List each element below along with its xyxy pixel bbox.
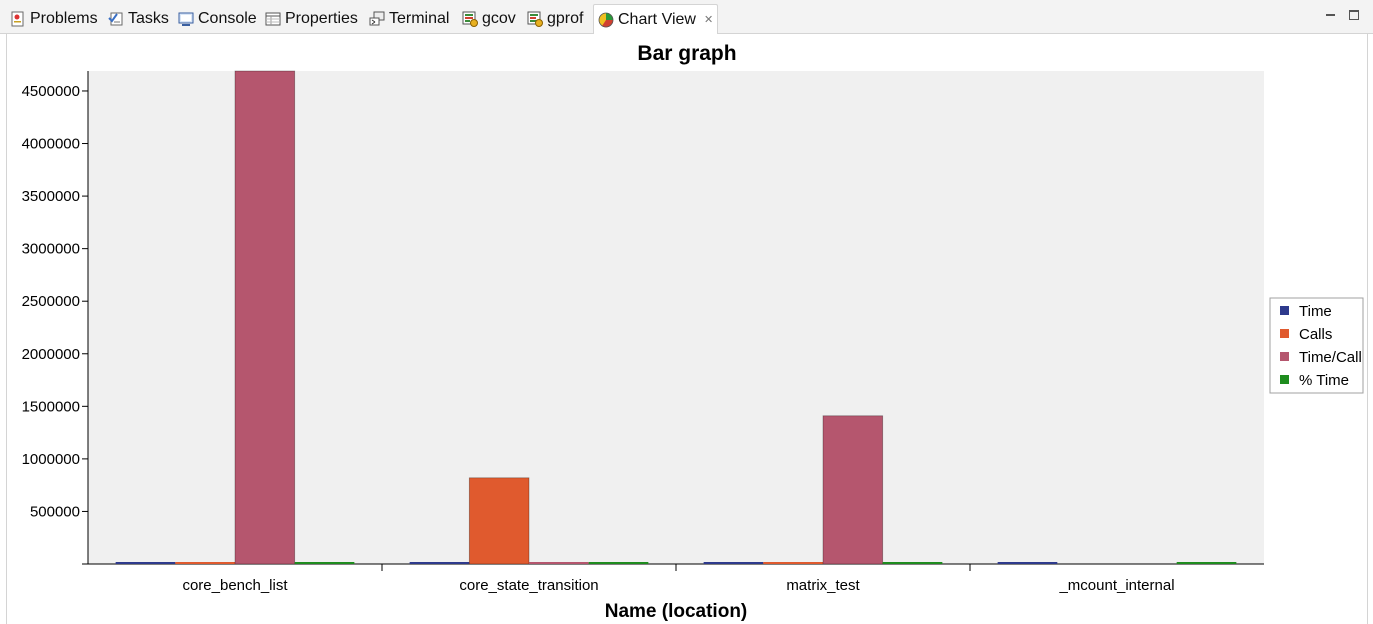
y-tick-label: 3500000 xyxy=(22,188,80,205)
bar--time-core-bench-list xyxy=(294,562,355,564)
tab-label: Terminal xyxy=(389,10,450,27)
bar-time-call-core-bench-list xyxy=(234,70,296,565)
x-axis: core_bench_list core_state_transition matr… xyxy=(88,563,1264,594)
y-tick-label: 3000000 xyxy=(22,241,80,258)
tab-properties[interactable]: Properties xyxy=(261,5,362,33)
view-tab-bar: Problems Tasks Console xyxy=(0,0,1373,34)
tab-label: Problems xyxy=(30,10,98,27)
legend-label: % Time xyxy=(1299,372,1349,389)
bar--time--mcount-internal xyxy=(1176,562,1237,564)
legend-label: Calls xyxy=(1299,326,1332,343)
legend-label: Time xyxy=(1299,303,1332,320)
x-axis-title: Name (location) xyxy=(605,601,748,622)
y-tick-label: 1000000 xyxy=(22,451,80,468)
close-icon[interactable]: ✕ xyxy=(703,14,714,26)
bar--time-core-state-transition xyxy=(588,562,649,564)
x-tick-label: core_bench_list xyxy=(182,577,288,594)
terminal-icon xyxy=(369,11,385,26)
bar-calls-core-state-transition xyxy=(468,477,530,565)
maximize-button[interactable] xyxy=(1349,10,1359,20)
y-tick-label: 2500000 xyxy=(22,293,80,310)
tab-gprof[interactable]: gprof xyxy=(523,5,587,33)
x-tick-label: _mcount_internal xyxy=(1058,577,1174,594)
bar-time-matrix-test xyxy=(703,562,764,564)
bar-time-core-bench-list xyxy=(115,562,176,564)
tab-label: Console xyxy=(198,10,257,27)
gprof-icon xyxy=(527,11,543,27)
properties-icon xyxy=(265,12,281,26)
y-axis: 500000 1000000 1500000 2000000 2500000 300000… xyxy=(22,71,89,565)
legend-swatch xyxy=(1280,329,1289,338)
bar--time-matrix-test xyxy=(882,562,943,564)
minimize-button[interactable] xyxy=(1325,9,1337,21)
y-tick-label: 1500000 xyxy=(22,398,80,415)
tab-terminal[interactable]: Terminal xyxy=(365,5,453,33)
bars xyxy=(115,70,1237,565)
tab-chart-view[interactable]: Chart View ✕ xyxy=(593,4,719,34)
bar-time-core-state-transition xyxy=(409,562,470,564)
tasks-icon xyxy=(108,12,123,26)
x-tick-label: matrix_test xyxy=(786,577,860,594)
legend-swatch xyxy=(1280,352,1289,361)
y-tick-label: 2000000 xyxy=(22,346,80,363)
x-tick-label: core_state_transition xyxy=(459,577,598,594)
tab-console[interactable]: Console xyxy=(174,5,261,33)
bar-time--mcount-internal xyxy=(997,562,1058,564)
tab-problems[interactable]: Problems xyxy=(6,5,102,33)
tab-tasks[interactable]: Tasks xyxy=(104,5,173,33)
bar-calls-matrix-test xyxy=(763,562,823,564)
bar-calls-core-bench-list xyxy=(175,562,235,564)
y-tick-label: 4000000 xyxy=(22,136,80,153)
chart-view-icon xyxy=(598,12,614,27)
tab-label: Tasks xyxy=(128,10,169,27)
gcov-icon xyxy=(462,11,478,27)
legend-label: Time/Call xyxy=(1299,349,1362,366)
tab-gcov[interactable]: gcov xyxy=(458,5,520,33)
console-icon xyxy=(178,12,194,26)
tab-label: gcov xyxy=(482,10,516,27)
tab-label: Properties xyxy=(285,10,358,27)
tab-label: gprof xyxy=(547,10,584,27)
chart-title: Bar graph xyxy=(637,42,736,65)
bar-time-call-core-state-transition xyxy=(529,562,589,564)
tab-label: Chart View xyxy=(618,10,696,28)
legend-swatch xyxy=(1280,306,1289,315)
legend: Time Calls Time/Call % Time xyxy=(1269,297,1364,394)
legend-swatch xyxy=(1280,375,1289,384)
problems-icon xyxy=(11,11,24,27)
y-tick-label: 500000 xyxy=(30,503,80,520)
bar-time-call-matrix-test xyxy=(822,415,884,565)
y-tick-label: 4500000 xyxy=(22,83,80,100)
